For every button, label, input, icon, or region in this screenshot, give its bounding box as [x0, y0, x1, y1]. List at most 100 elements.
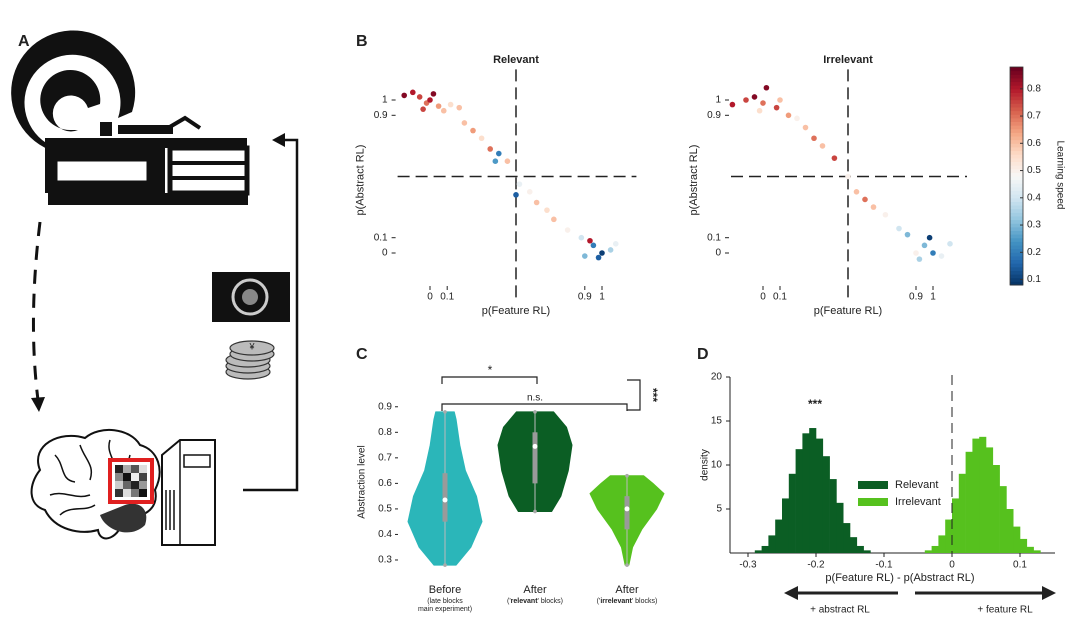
histogram-bar	[816, 438, 824, 553]
panel-label: A	[18, 33, 30, 50]
data-point	[447, 101, 454, 108]
legend-label: Irrelevant	[895, 496, 941, 508]
data-point	[904, 231, 911, 238]
histogram-bar	[843, 523, 851, 553]
data-point	[478, 135, 485, 142]
histogram-bar	[768, 535, 776, 553]
significance-label: ***	[646, 388, 660, 402]
histogram-bar	[822, 456, 830, 553]
colorbar-swatch	[1010, 176, 1023, 181]
colorbar-swatch	[1010, 205, 1023, 210]
histogram-bar	[802, 433, 810, 553]
stimulus-grid	[115, 465, 147, 497]
data-point	[435, 103, 442, 109]
plot-title: Irrelevant	[823, 54, 873, 66]
colorbar-tick-label: 0.1	[1027, 274, 1041, 285]
histogram-bar	[795, 449, 803, 553]
scanner-bed	[45, 138, 247, 148]
note-part: ('	[597, 598, 601, 605]
colorbar-swatch	[1010, 215, 1023, 221]
panel-a-drawing: A ¥	[11, 30, 299, 546]
y-tick-label: 0.9	[707, 110, 721, 121]
y-tick-label: 0.5	[378, 504, 392, 515]
colorbar-swatch	[1010, 128, 1023, 133]
data-point	[853, 189, 860, 195]
colorbar-swatch	[1010, 88, 1023, 93]
scanner-base	[48, 193, 248, 205]
x-tick-label: 0	[949, 560, 955, 571]
group-label: After	[523, 584, 547, 596]
colorbar-tick-label: 0.2	[1027, 247, 1041, 258]
data-point	[410, 89, 416, 96]
histogram-bar	[761, 545, 769, 553]
scanner-patient	[118, 125, 173, 134]
x-axis-label: p(Feature RL)	[482, 305, 550, 317]
coins	[225, 340, 275, 380]
x-tick-label: 0.9	[909, 292, 923, 303]
note-part: ' blocks)	[538, 598, 563, 605]
colorbar-swatch	[1010, 139, 1023, 144]
y-tick-label: 1	[382, 95, 388, 106]
y-tick-label: 10	[711, 460, 723, 471]
histogram-bar	[788, 473, 796, 553]
group-note: ('relevant' blocks)	[507, 598, 563, 605]
group-label: Before	[429, 584, 461, 596]
y-tick-label: 0.3	[378, 555, 392, 566]
data-point	[516, 181, 523, 187]
panel-label: C	[356, 346, 368, 363]
data-point	[882, 211, 889, 218]
colorbar-swatch	[1010, 270, 1023, 275]
histogram-bar	[754, 550, 762, 553]
data-point	[430, 91, 437, 97]
colorbar-swatch	[1010, 106, 1023, 112]
data-point	[743, 97, 749, 103]
data-point	[504, 158, 511, 164]
data-point	[564, 227, 571, 233]
x-tick-label: 0.1	[773, 292, 787, 303]
scanner-inner	[40, 70, 101, 132]
y-tick-label: 0.4	[378, 529, 392, 540]
data-point	[551, 216, 557, 223]
colorbar-swatch	[1010, 132, 1023, 137]
data-point	[599, 250, 605, 256]
colorbar-swatch	[1010, 245, 1023, 250]
extreme	[443, 563, 447, 567]
dashed-arrow	[31, 221, 42, 401]
extreme	[625, 563, 629, 567]
data-point	[427, 97, 433, 103]
histogram-bar	[992, 465, 1000, 553]
annotation: ***	[808, 397, 822, 411]
group-note: (late blocks	[427, 598, 463, 605]
histogram-bar	[1020, 538, 1028, 553]
legend-label: Relevant	[895, 479, 938, 491]
histogram-bar	[829, 479, 837, 553]
histogram-bar	[856, 545, 864, 553]
histogram-bar	[999, 486, 1007, 553]
scanner-console	[167, 145, 250, 196]
data-point	[862, 196, 868, 203]
x-tick-label: 0.9	[578, 292, 592, 303]
y-axis-label: Abstraction level	[357, 445, 368, 518]
colorbar-swatch	[1010, 96, 1023, 101]
data-point	[785, 112, 792, 119]
data-point	[401, 92, 408, 99]
computer-drive	[183, 454, 211, 468]
data-point	[420, 106, 426, 112]
histogram-bar	[945, 519, 953, 553]
plot-title: Relevant	[493, 54, 539, 66]
colorbar-swatch	[1010, 277, 1023, 282]
x-tick-label: 1	[599, 292, 605, 303]
cerebellum	[100, 503, 147, 533]
y-tick-label: 5	[716, 504, 722, 515]
colorbar-swatch	[1010, 150, 1023, 155]
histogram-bar	[850, 537, 858, 553]
x-axis-label: p(Feature RL) - p(Abstract RL)	[825, 572, 974, 584]
x-axis-label: p(Feature RL)	[814, 305, 882, 317]
data-point	[470, 127, 476, 134]
extreme	[533, 410, 537, 414]
histogram-bar	[931, 545, 939, 553]
colorbar-swatch	[1010, 146, 1023, 152]
colorbar-swatch	[1010, 103, 1023, 108]
colorbar-swatch	[1010, 114, 1023, 119]
colorbar-tick-label: 0.3	[1027, 220, 1041, 231]
